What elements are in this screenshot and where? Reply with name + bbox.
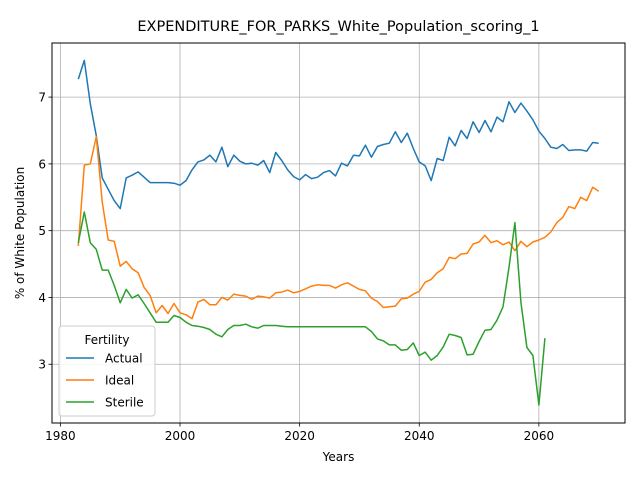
- legend-entries: Actual Ideal Sterile: [66, 352, 144, 410]
- x-tick-label: 2040: [404, 429, 435, 443]
- legend: Fertility Actual Ideal Sterile: [58, 325, 156, 417]
- x-tick-label: 1980: [45, 429, 76, 443]
- legend-title: Fertility: [84, 333, 129, 347]
- y-axis-ticks: 3 4 5 6 7: [38, 91, 52, 372]
- series-line-actual: [77, 59, 599, 210]
- y-tick-label: 7: [38, 91, 46, 105]
- y-tick-label: 3: [38, 358, 46, 372]
- gridlines: [52, 43, 625, 423]
- chart-title: EXPENDITURE_FOR_PARKS_White_Population_s…: [137, 19, 539, 35]
- y-tick-label: 5: [38, 224, 46, 238]
- legend-label-sterile: Sterile: [105, 396, 144, 410]
- y-tick-label: 4: [38, 291, 46, 305]
- y-tick-label: 6: [38, 157, 46, 171]
- plot-frame: [51, 42, 626, 424]
- x-tick-label: 2020: [284, 429, 315, 443]
- x-axis-ticks: 1980 2000 2020 2040 2060: [45, 423, 554, 443]
- y-axis-label: % of White Population: [13, 167, 27, 299]
- x-tick-label: 2000: [165, 429, 196, 443]
- legend-label-ideal: Ideal: [105, 374, 134, 388]
- series-lines: [77, 59, 600, 406]
- x-axis-label: Years: [322, 450, 355, 464]
- x-tick-label: 2060: [524, 429, 555, 443]
- legend-label-actual: Actual: [105, 352, 143, 366]
- legend-box: [58, 325, 156, 417]
- series-line-sterile: [77, 211, 546, 406]
